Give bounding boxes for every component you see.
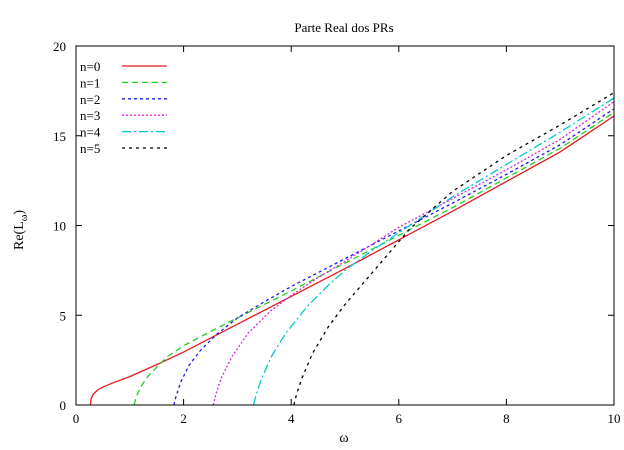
series-line-n=5 <box>293 92 614 405</box>
x-axis-label: ω <box>339 431 348 446</box>
x-tick-label: 10 <box>608 411 621 426</box>
legend-label: n=0 <box>80 59 100 74</box>
legend-label: n=4 <box>80 125 101 140</box>
x-tick-label: 2 <box>180 411 187 426</box>
y-tick-label: 10 <box>53 219 66 234</box>
legend-label: n=3 <box>80 108 100 123</box>
y-axis-label-main: Re(L <box>12 221 27 250</box>
x-tick-label: 6 <box>396 411 403 426</box>
tick-labels: 0 2 4 6 8 10 0 5 10 15 20 <box>53 39 621 426</box>
series-line-n=1 <box>133 111 614 405</box>
x-tick-label: 8 <box>503 411 510 426</box>
legend-label: n=1 <box>80 75 100 90</box>
legend: n=0n=1 n=2n=3 n=4n=5 <box>80 59 167 156</box>
axis-ticks <box>75 45 615 406</box>
y-axis-label-subscript: ω <box>19 214 30 221</box>
x-tick-label: 4 <box>288 411 295 426</box>
y-tick-label: 15 <box>53 129 66 144</box>
y-axis-label-close: ) <box>12 210 27 215</box>
y-tick-label: 0 <box>60 398 67 413</box>
x-tick-label: 0 <box>73 411 80 426</box>
series-line-n=2 <box>173 108 614 405</box>
plot-frame <box>75 45 615 406</box>
chart-title: Parte Real dos PRs <box>294 20 393 35</box>
y-tick-label: 20 <box>53 39 66 54</box>
series-layer <box>89 92 614 405</box>
series-line-n=0 <box>89 115 614 405</box>
legend-label: n=2 <box>80 92 100 107</box>
series-line-n=4 <box>252 97 614 405</box>
y-tick-label: 5 <box>60 308 67 323</box>
legend-label: n=5 <box>80 141 100 156</box>
y-axis-label: Re(Lω) <box>12 210 30 250</box>
series-line-n=3 <box>212 101 614 405</box>
